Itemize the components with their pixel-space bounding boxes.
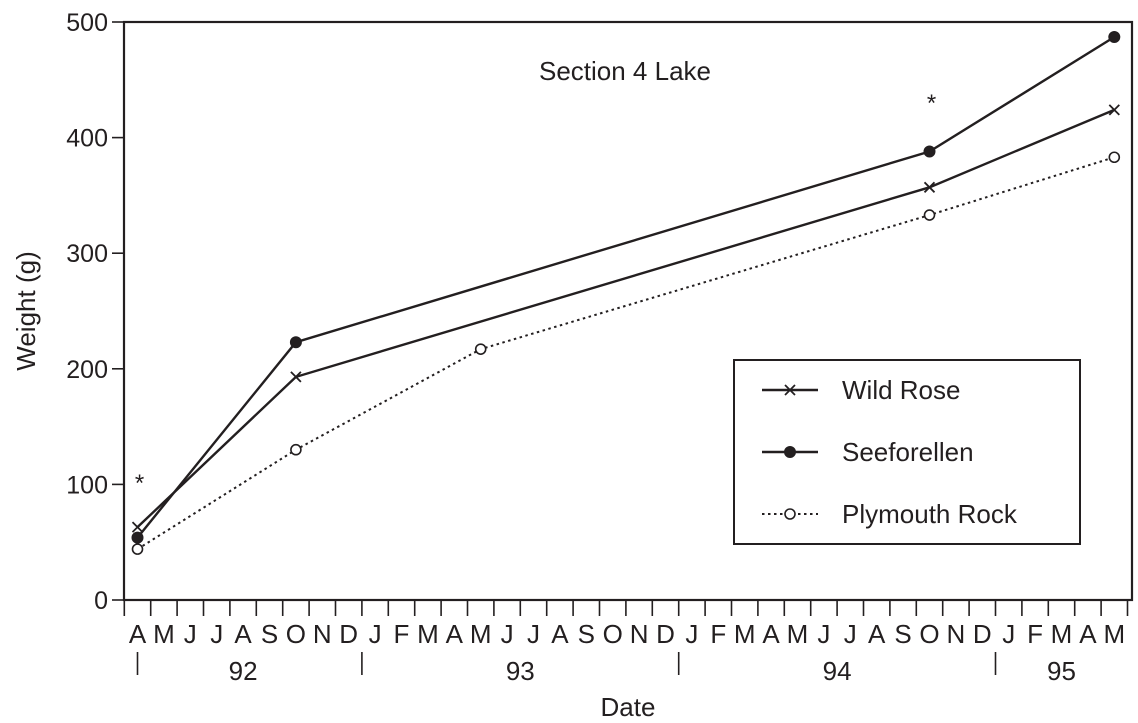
data-point [290, 371, 302, 383]
x-tick-label-month: N [947, 619, 966, 649]
legend-label: Seeforellen [842, 437, 974, 467]
x-axis: A M J J A S O N D J F M A M J J A S O N D J F M A M J J A S O N D J F M A M92… [123, 600, 1129, 686]
legend-item: Seeforellen [762, 437, 974, 467]
x-tick-label-month: J [210, 619, 223, 649]
y-tick-label: 500 [66, 9, 108, 37]
x-tick-label-month: O [603, 619, 623, 649]
significance-asterisk: * [927, 90, 936, 117]
data-point [474, 343, 487, 355]
x-tick-label-month: M [787, 619, 809, 649]
data-point [290, 443, 302, 456]
x-tick-label-month: A [551, 619, 569, 649]
plot-frame [122, 20, 1134, 602]
y-tick-label: 200 [66, 356, 108, 384]
x-tick-label-month: A [868, 619, 886, 649]
x-tick-label-month: M [1103, 619, 1125, 649]
x-axis-title: Date [601, 692, 656, 722]
x-tick-label-month: A [234, 619, 252, 649]
x-tick-label-month: D [339, 619, 358, 649]
x-tick-label-year: 93 [506, 656, 535, 686]
x-tick-label-month: M [470, 619, 492, 649]
x-tick-label-year: 95 [1047, 656, 1076, 686]
data-point [923, 181, 936, 193]
series-0 [131, 104, 1120, 533]
x-tick-label-year: 94 [823, 656, 852, 686]
legend-label: Plymouth Rock [842, 499, 1018, 529]
series-line [136, 36, 1115, 539]
x-tick-label-month: N [630, 619, 649, 649]
x-tick-label-month: F [710, 619, 726, 649]
y-tick-label: 400 [66, 125, 108, 153]
series-1 [131, 31, 1121, 544]
data-point [923, 145, 936, 158]
data-point [1108, 104, 1120, 116]
x-tick-label-month: F [1027, 619, 1043, 649]
x-tick-label-month: J [501, 619, 514, 649]
x-tick-label-month: S [894, 619, 911, 649]
x-tick-label-month: F [394, 619, 410, 649]
data-point [131, 531, 144, 544]
series-2 [131, 151, 1121, 555]
y-tick-label: 300 [66, 240, 108, 268]
x-tick-label-month: N [313, 619, 332, 649]
series-layer [131, 31, 1121, 555]
legend-label: Wild Rose [842, 375, 960, 405]
legend-item: Wild Rose [762, 375, 960, 405]
data-point [131, 521, 144, 533]
data-point [289, 336, 302, 349]
x-tick-label-month: A [762, 619, 780, 649]
x-tick-label-month: J [184, 619, 197, 649]
x-tick-label-month: J [817, 619, 830, 649]
x-tick-label-month: M [734, 619, 756, 649]
legend-marker [784, 508, 796, 520]
x-tick-label-month: D [656, 619, 675, 649]
x-tick-label-month: J [685, 619, 698, 649]
series-line [136, 108, 1115, 529]
x-tick-label-year: 92 [229, 656, 258, 686]
x-tick-label-month: O [286, 619, 306, 649]
legend-marker [784, 446, 796, 458]
legend-item: Plymouth Rock [762, 499, 1018, 529]
x-tick-label-month: O [919, 619, 939, 649]
x-tick-label-month: M [417, 619, 439, 649]
x-tick-label-month: J [527, 619, 540, 649]
x-tick-label-month: M [1051, 619, 1073, 649]
x-tick-label-month: S [261, 619, 278, 649]
data-point [131, 543, 144, 555]
y-tick-label: 0 [94, 587, 108, 615]
x-tick-label-month: A [1079, 619, 1097, 649]
x-tick-label-month: A [129, 619, 147, 649]
y-axis: 0 100 200 300 400 500 [66, 9, 124, 615]
annotation-layer: ** [135, 90, 936, 497]
x-tick-label-month: A [446, 619, 464, 649]
y-tick-label: 100 [66, 471, 108, 499]
x-tick-label-month: M [153, 619, 175, 649]
legend: Wild Rose Seeforellen Plymouth Rock [733, 359, 1081, 545]
data-point [923, 209, 936, 221]
y-axis-title: Weight (g) [11, 251, 41, 370]
significance-asterisk: * [135, 470, 144, 497]
legend-marker [784, 384, 796, 396]
x-tick-label-month: J [844, 619, 857, 649]
data-point [1108, 31, 1121, 44]
chart-title: Section 4 Lake [539, 56, 711, 86]
x-tick-label-month: S [578, 619, 595, 649]
x-tick-label-month: J [1002, 619, 1015, 649]
x-tick-label-month: J [369, 619, 382, 649]
data-point [1108, 151, 1121, 164]
x-tick-label-month: D [973, 619, 992, 649]
